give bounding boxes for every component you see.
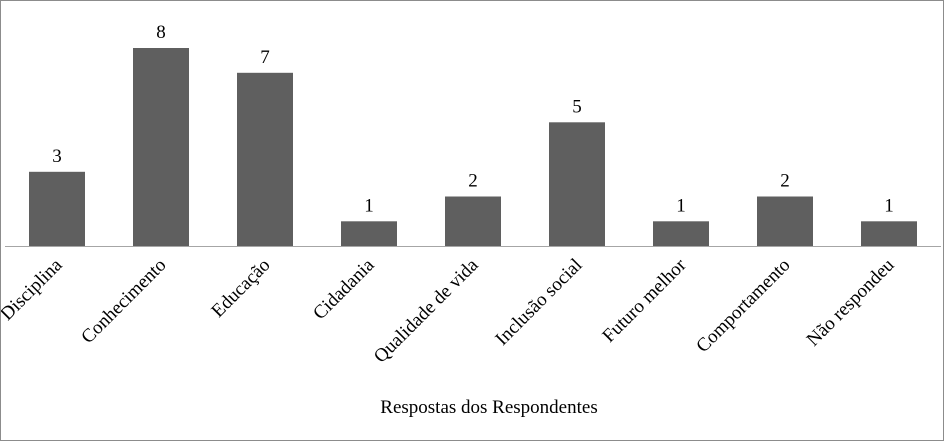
- bar-4: [445, 196, 501, 246]
- x-axis-title: Respostas dos Respondentes: [380, 397, 597, 418]
- x-tick-label-2: Educação: [207, 255, 274, 322]
- data-label-5: 5: [572, 96, 582, 117]
- x-tick-label-3: Cidadania: [309, 254, 379, 324]
- x-tick-label-4: Qualidade de vida: [370, 254, 483, 367]
- data-label-0: 3: [52, 146, 62, 167]
- bar-5: [549, 122, 605, 247]
- bar-8: [861, 221, 917, 247]
- bar-1: [133, 48, 189, 246]
- data-label-6: 1: [676, 195, 686, 216]
- data-label-7: 2: [780, 171, 790, 192]
- x-tick-label-0: Disciplina: [1, 254, 67, 324]
- data-labels-group: 3 8 7 1 2 5 1 2 1: [52, 22, 894, 216]
- bar-0: [29, 171, 85, 247]
- bar-3: [341, 221, 397, 247]
- bar-2: [237, 72, 293, 247]
- data-label-1: 8: [156, 22, 166, 43]
- x-tick-label-6: Futuro melhor: [598, 254, 691, 347]
- bars-group: [29, 48, 917, 247]
- tick-labels-group: Disciplina Conhecimento Educação CidadaniaQ…: [0, 254, 899, 367]
- bar-6: [653, 221, 709, 247]
- data-label-2: 7: [260, 47, 270, 68]
- data-label-3: 1: [364, 195, 374, 216]
- x-tick-label-7: Comportamento: [692, 255, 794, 357]
- x-tick-label-1: Conhecimento: [77, 255, 170, 348]
- bar-7: [757, 196, 813, 246]
- data-label-4: 2: [468, 171, 478, 192]
- x-tick-label-5: Inclusão social: [491, 255, 586, 350]
- data-label-8: 1: [884, 195, 894, 216]
- x-tick-label-8: Não respondeu: [803, 254, 899, 350]
